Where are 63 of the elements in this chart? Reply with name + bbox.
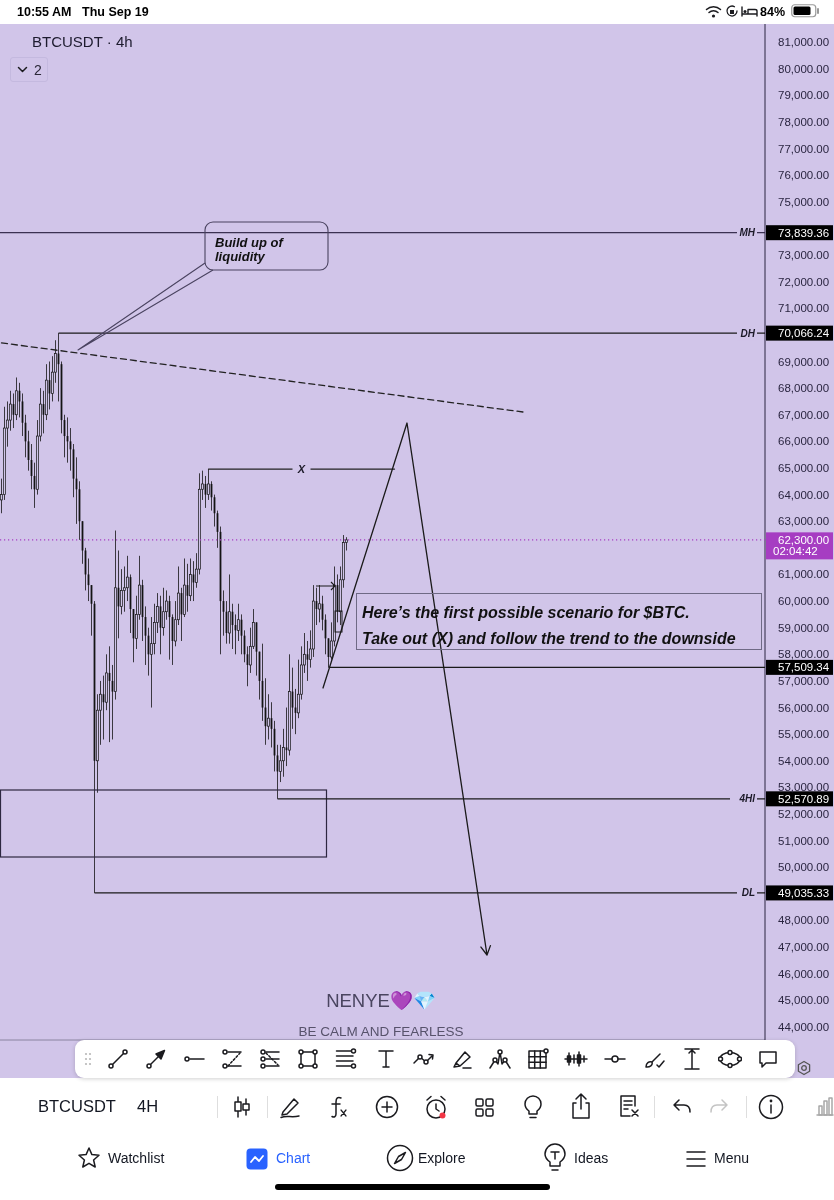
ref-line-label: DL <box>741 887 755 899</box>
text: BTCUSDT · 4h <box>32 33 133 50</box>
y-tick-label: 59,000.00 <box>778 621 830 634</box>
y-tick-label: 66,000.00 <box>778 435 830 448</box>
ref-line-label: MH <box>739 227 756 239</box>
text: 02:04:42 <box>773 545 818 557</box>
y-tick-label: 54,000.00 <box>778 754 830 767</box>
y-tick-label: 57,000.00 <box>778 674 830 687</box>
y-tick-label: 76,000.00 <box>778 169 830 182</box>
annotation: 2 <box>34 62 42 78</box>
y-tick-label: 45,000.00 <box>778 994 830 1007</box>
y-tick-label: 71,000.00 <box>778 302 830 315</box>
text: Menu <box>714 1150 750 1166</box>
y-tick-label: 48,000.00 <box>778 914 830 927</box>
y-tick-label: 47,000.00 <box>778 941 830 954</box>
y-tick-label: 49,035.33 <box>778 886 830 899</box>
candlestick <box>228 574 231 645</box>
y-tick-label: 72,000.00 <box>778 275 830 288</box>
y-tick-label: 80,000.00 <box>778 62 830 75</box>
text: 4H <box>137 1097 159 1116</box>
y-tick-label: 60,000.00 <box>778 595 830 608</box>
y-tick-label: 78,000.00 <box>778 115 830 128</box>
y-tick-label: 55,000.00 <box>778 728 830 741</box>
annotation: NENYE💜💎 <box>325 990 437 1012</box>
y-tick-label: 75,000.00 <box>778 195 830 208</box>
y-tick-label: 50,000.00 <box>778 861 830 874</box>
candlestick <box>162 587 165 637</box>
annotation: BE CALM AND FEARLESS <box>297 1024 465 1039</box>
y-tick-label: 68,000.00 <box>778 382 830 395</box>
y-tick-label: 53,000.00 <box>778 781 830 794</box>
y-tick-label: 69,000.00 <box>778 355 830 368</box>
text: 10:55 AM <box>17 5 72 19</box>
y-tick-label: 52,000.00 <box>778 808 830 821</box>
y-tick-label: 57,509.34 <box>778 661 830 674</box>
y-tick-label: 79,000.00 <box>778 89 830 102</box>
y-tick-label: 52,570.89 <box>778 792 830 805</box>
y-tick-label: 51,000.00 <box>778 834 830 847</box>
y-tick-label: 62,300.00 <box>778 533 830 546</box>
y-tick-label: 64,000.00 <box>778 488 830 501</box>
y-tick-label: 81,000.00 <box>778 36 830 49</box>
text: Ideas <box>574 1150 609 1166</box>
ref-line-label: DH <box>740 327 756 339</box>
y-tick-label: 73,000.00 <box>778 249 830 262</box>
text: Explore <box>418 1150 466 1166</box>
y-tick-label: 63,000.00 <box>778 515 830 528</box>
text: Thu Sep 19 <box>82 5 149 19</box>
y-tick-label: 56,000.00 <box>778 701 830 714</box>
text: Watchlist <box>108 1150 165 1166</box>
text: BTCUSDT <box>38 1097 116 1116</box>
y-tick-label: 67,000.00 <box>778 408 830 421</box>
series-label: X <box>296 463 306 476</box>
y-tick-label: 58,000.00 <box>778 648 830 661</box>
y-tick-label: 65,000.00 <box>778 461 830 474</box>
y-tick-label: 61,000.00 <box>778 568 830 581</box>
annotation: Build up of liquidity <box>215 235 285 264</box>
y-tick-label: 77,000.00 <box>778 142 830 155</box>
y-tick-label: 46,000.00 <box>778 967 830 980</box>
y-tick-label: 70,066.24 <box>778 327 830 340</box>
text: 84% <box>760 5 786 19</box>
text: Chart <box>276 1150 311 1166</box>
ref-line-label: 4Hl <box>738 793 756 805</box>
y-tick-label: 73,839.36 <box>778 226 830 239</box>
y-tick-label: 44,000.00 <box>778 1020 830 1033</box>
